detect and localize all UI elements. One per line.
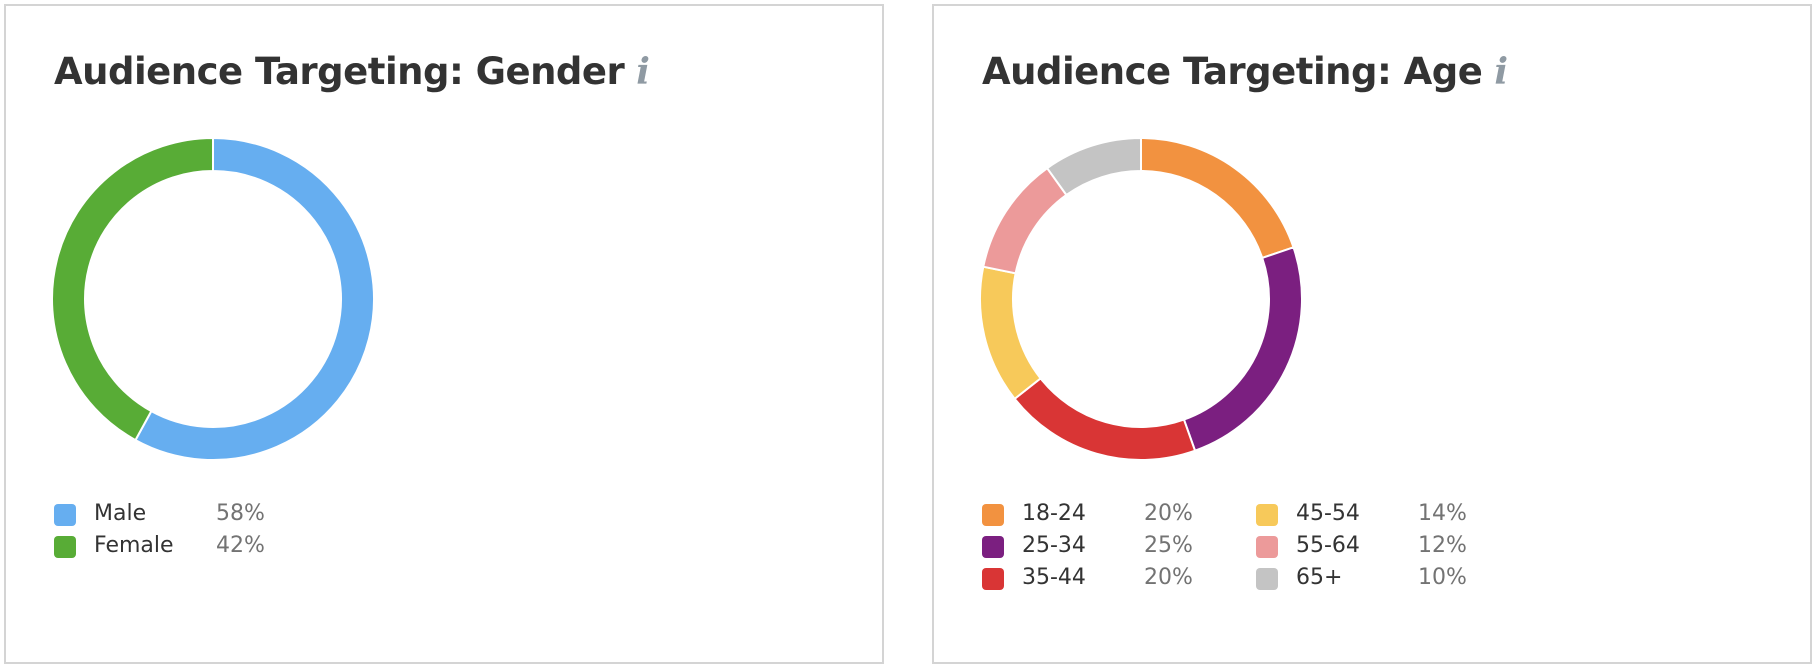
donut-slice-male[interactable] <box>134 136 375 461</box>
legend-item-18-24: 18-24 20% <box>982 498 1202 530</box>
legend-item-55-64: 55-64 12% <box>1256 530 1476 562</box>
gender-title-text: Audience Targeting: Gender <box>54 50 625 93</box>
legend-label: 25-34 <box>1022 533 1086 558</box>
legend-value: 14% <box>1418 501 1467 526</box>
legend-label: 35-44 <box>1022 565 1086 590</box>
legend-value: 25% <box>1144 533 1193 558</box>
donut-slice-55-64[interactable] <box>982 166 1068 275</box>
age-donut-chart <box>979 136 1303 461</box>
legend-value: 20% <box>1144 565 1193 590</box>
legend-item-25-34: 25-34 25% <box>982 530 1202 562</box>
legend-item-male: Male 58% <box>54 498 274 530</box>
gender-chart-title: Audience Targeting: Gender i <box>54 50 650 93</box>
legend-value: 20% <box>1144 501 1193 526</box>
legend-label: 18-24 <box>1022 501 1086 526</box>
legend-swatch <box>54 536 76 558</box>
legend-label: 45-54 <box>1296 501 1360 526</box>
legend-label: Male <box>94 501 147 526</box>
age-chart-title: Audience Targeting: Age i <box>982 50 1508 93</box>
donut-slice-female[interactable] <box>51 136 214 442</box>
gender-card: Audience Targeting: Gender i Male 58% Fem… <box>4 4 884 664</box>
legend-swatch <box>1256 536 1278 558</box>
donut-slice-45-54[interactable] <box>979 265 1042 401</box>
legend-swatch <box>1256 568 1278 590</box>
legend-value: 58% <box>216 501 265 526</box>
legend-swatch <box>982 504 1004 526</box>
age-card: Audience Targeting: Age i 18-24 20% 25-34… <box>932 4 1812 664</box>
legend-swatch <box>982 568 1004 590</box>
legend-label: 55-64 <box>1296 533 1360 558</box>
donut-slice-35-44[interactable] <box>1013 376 1197 461</box>
legend-swatch <box>982 536 1004 558</box>
legend-label: 65+ <box>1296 565 1343 590</box>
info-icon[interactable]: i <box>1494 51 1508 93</box>
legend-item-65-plus: 65+ 10% <box>1256 562 1476 594</box>
legend-swatch <box>1256 504 1278 526</box>
legend-item-female: Female 42% <box>54 530 274 562</box>
legend-swatch <box>54 504 76 526</box>
legend-value: 42% <box>216 533 265 558</box>
legend-label: Female <box>94 533 174 558</box>
age-title-text: Audience Targeting: Age <box>982 50 1483 93</box>
donut-slice-18-24[interactable] <box>1140 136 1295 260</box>
gender-donut-chart <box>51 136 375 461</box>
info-icon[interactable]: i <box>636 51 650 93</box>
legend-item-45-54: 45-54 14% <box>1256 498 1476 530</box>
legend-value: 10% <box>1418 565 1467 590</box>
legend-item-35-44: 35-44 20% <box>982 562 1202 594</box>
donut-slice-65-plus[interactable] <box>1045 136 1142 197</box>
legend-value: 12% <box>1418 533 1467 558</box>
donut-slice-25-34[interactable] <box>1182 246 1303 452</box>
